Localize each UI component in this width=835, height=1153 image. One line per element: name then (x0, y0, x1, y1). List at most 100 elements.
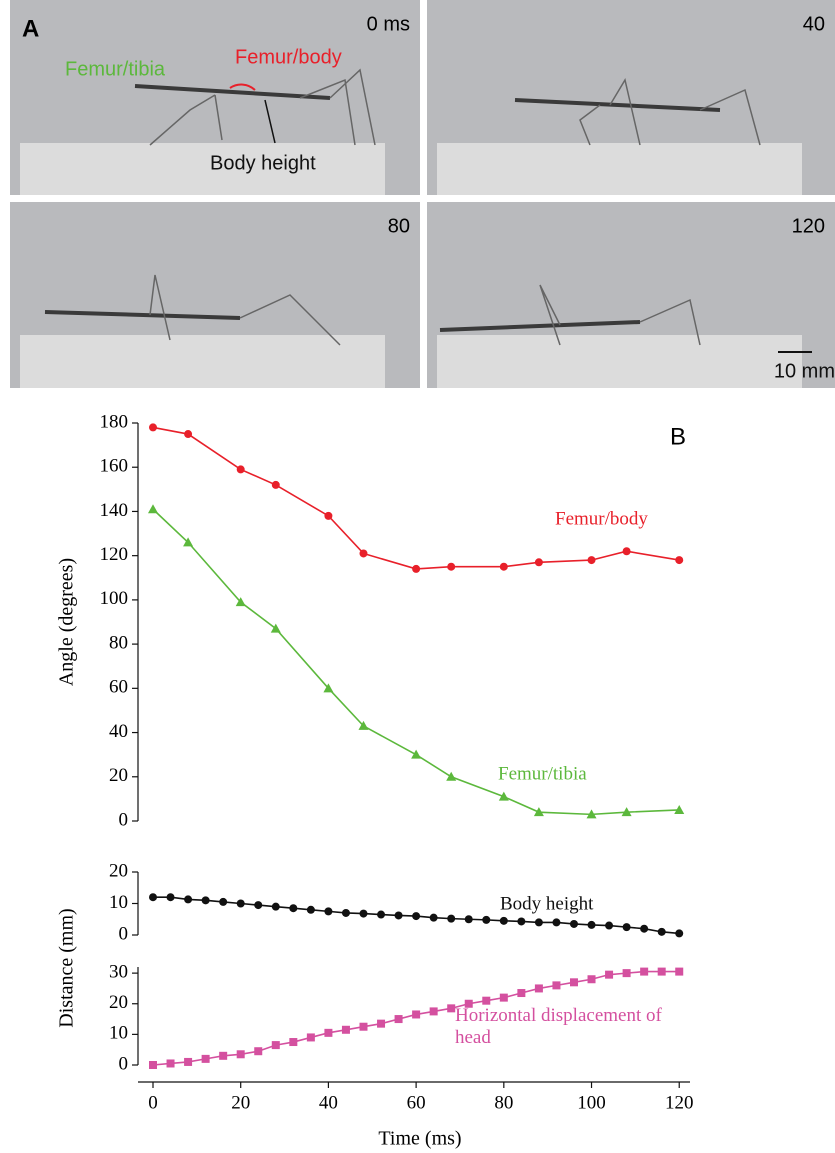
marker (149, 423, 157, 431)
marker (184, 895, 192, 903)
marker (272, 1041, 280, 1049)
marker (658, 928, 666, 936)
marker (535, 918, 543, 926)
y-tick-label: 180 (100, 411, 129, 432)
marker (412, 565, 420, 573)
y-tick-label: 120 (100, 544, 129, 565)
x-tick-label: 0 (148, 1092, 158, 1113)
series-label: Femur/body (555, 508, 648, 529)
marker (254, 901, 262, 909)
marker (359, 549, 367, 557)
y-tick-label: 0 (119, 809, 129, 830)
marker (623, 923, 631, 931)
marker (447, 1004, 455, 1012)
marker (605, 971, 613, 979)
y-tick-label: 10 (109, 892, 128, 913)
marker (482, 916, 490, 924)
marker (482, 997, 490, 1005)
marker (552, 918, 560, 926)
series-line (153, 427, 679, 569)
series-label: Horizontal displacement of head (455, 1005, 670, 1049)
x-tick-label: 100 (577, 1092, 606, 1113)
marker (605, 922, 613, 930)
marker (500, 917, 508, 925)
marker (447, 915, 455, 923)
marker (289, 904, 297, 912)
marker (254, 1047, 262, 1055)
y-tick-label: 60 (109, 677, 128, 698)
marker (219, 1052, 227, 1060)
marker (184, 430, 192, 438)
marker (588, 921, 596, 929)
marker (167, 1059, 175, 1067)
marker (465, 915, 473, 923)
block (437, 143, 802, 195)
y-tick-label: 0 (119, 923, 129, 944)
marker (324, 1029, 332, 1037)
marker (552, 981, 560, 989)
marker (517, 989, 525, 997)
marker (430, 914, 438, 922)
y-tick-label: 160 (100, 456, 129, 477)
marker (237, 1050, 245, 1058)
x-tick-label: 80 (494, 1092, 513, 1113)
annotation: 10 mm (774, 360, 835, 382)
annotation: Femur/tibia (65, 58, 166, 80)
marker (640, 968, 648, 976)
panel-label: A (22, 15, 39, 42)
y-tick-label: 80 (109, 632, 128, 653)
marker (377, 911, 385, 919)
marker (395, 1015, 403, 1023)
y-tick-label: 30 (109, 961, 128, 982)
marker (517, 917, 525, 925)
marker (500, 994, 508, 1002)
marker (535, 558, 543, 566)
frame-label: 40 (803, 13, 825, 35)
y-tick-label: 20 (109, 860, 128, 881)
marker (623, 547, 631, 555)
marker (675, 556, 683, 564)
marker (446, 772, 456, 781)
y-axis-label: Distance (mm) (56, 908, 78, 1027)
series-label: Femur/tibia (498, 763, 587, 784)
marker (588, 975, 596, 983)
marker (377, 1020, 385, 1028)
annotation: Femur/body (235, 46, 342, 68)
marker (412, 912, 420, 920)
x-tick-label: 20 (231, 1092, 250, 1113)
annotation: Body height (210, 152, 316, 174)
x-axis-label: Time (ms) (378, 1128, 461, 1150)
marker (411, 750, 421, 759)
marker (447, 563, 455, 571)
marker (412, 1010, 420, 1018)
marker (500, 563, 508, 571)
marker (430, 1007, 438, 1015)
marker (588, 556, 596, 564)
marker (237, 465, 245, 473)
x-tick-label: 60 (407, 1092, 426, 1113)
marker (149, 893, 157, 901)
marker (202, 896, 210, 904)
marker (148, 504, 158, 513)
marker (167, 893, 175, 901)
frame-label: 120 (792, 215, 825, 237)
marker (324, 512, 332, 520)
marker (658, 968, 666, 976)
marker (342, 1026, 350, 1034)
marker (237, 900, 245, 908)
panel-label: B (670, 423, 686, 450)
marker (202, 1055, 210, 1063)
marker (307, 906, 315, 914)
marker (272, 481, 280, 489)
y-tick-label: 140 (100, 500, 129, 521)
marker (675, 968, 683, 976)
frame-label: 0 ms (367, 13, 410, 35)
marker (149, 1061, 157, 1069)
marker (570, 978, 578, 986)
y-tick-label: 20 (109, 765, 128, 786)
marker (342, 909, 350, 917)
marker (219, 898, 227, 906)
marker (359, 910, 367, 918)
x-tick-label: 120 (665, 1092, 694, 1113)
marker (307, 1033, 315, 1041)
